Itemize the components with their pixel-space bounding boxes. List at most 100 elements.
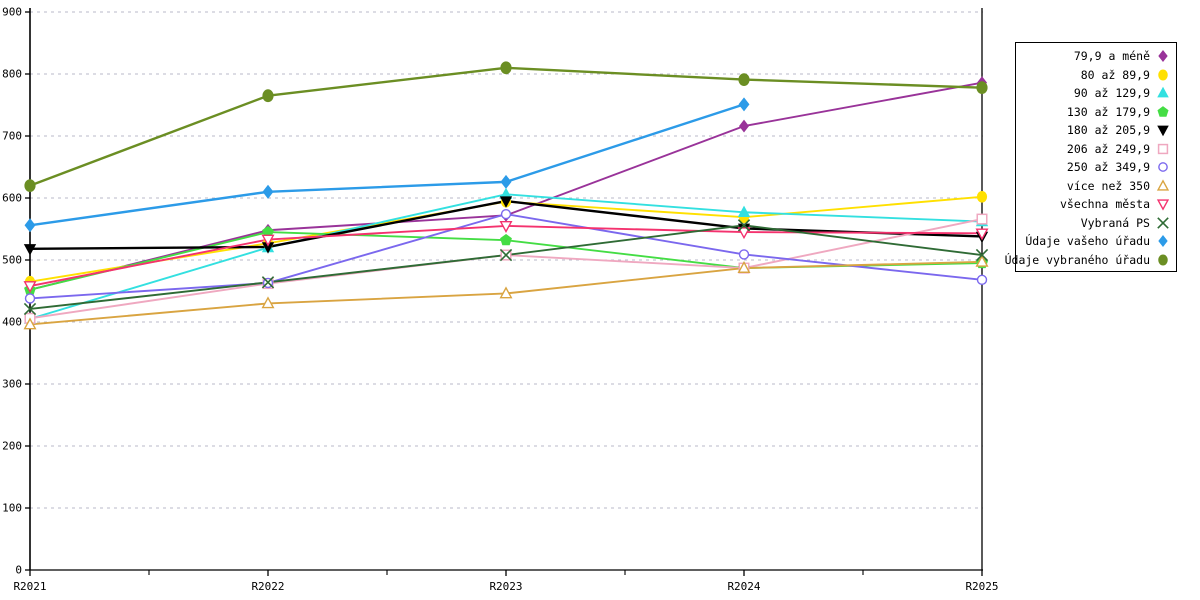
data-point-marker bbox=[1157, 143, 1169, 154]
series-6-point bbox=[738, 249, 750, 260]
series-2-point bbox=[737, 205, 751, 217]
legend-marker-triangle-up-icon bbox=[1156, 86, 1170, 100]
series-7-point bbox=[975, 254, 989, 267]
y-tick-label: 700 bbox=[2, 130, 22, 143]
legend-marker-triangle-open-icon bbox=[1156, 179, 1170, 193]
y-tick-label: 300 bbox=[2, 378, 22, 391]
legend-item-label: 80 až 89,9 bbox=[1080, 67, 1150, 82]
series-4-point bbox=[499, 196, 513, 208]
marker-x bbox=[975, 248, 989, 262]
series-6-point bbox=[24, 293, 36, 304]
series-1-point bbox=[976, 190, 988, 203]
legend-item-label: 180 až 205,9 bbox=[1066, 123, 1150, 137]
legend-item-0[interactable]: 79,9 a méně bbox=[1016, 47, 1176, 66]
data-point-marker bbox=[1157, 216, 1169, 229]
legend-item-label: 130 až 179,9 bbox=[1066, 104, 1150, 119]
x-tick-label: R2022 bbox=[251, 580, 284, 593]
series-6-point bbox=[976, 274, 988, 286]
y-tick-label: 200 bbox=[2, 440, 22, 453]
legend-item-7[interactable]: více než 350 bbox=[1016, 177, 1176, 196]
marker-x bbox=[261, 276, 275, 289]
legend-marker-triangle-down-icon bbox=[1156, 123, 1170, 137]
data-point-marker bbox=[1157, 125, 1169, 137]
series-9-point bbox=[737, 219, 751, 232]
series-9-point bbox=[261, 276, 275, 289]
series-7-point bbox=[23, 317, 37, 330]
y-tick-label: 800 bbox=[2, 68, 22, 81]
legend-item-2[interactable]: 90 až 129,9 bbox=[1016, 84, 1176, 103]
x-axis-ticks: R2021 R2022 R2023 R2024 R2025 bbox=[13, 570, 999, 593]
data-point-marker bbox=[1156, 179, 1170, 191]
series-8-point bbox=[975, 228, 989, 241]
legend-item-label: Údaje vybraného úřadu bbox=[1004, 252, 1150, 267]
series-5-point bbox=[976, 213, 988, 225]
y-tick-label: 400 bbox=[2, 316, 22, 329]
data-point-marker bbox=[1158, 69, 1168, 81]
series-4-point bbox=[23, 244, 37, 256]
series-9-point bbox=[975, 248, 989, 262]
legend-item-8[interactable]: všechna města bbox=[1016, 195, 1176, 214]
legend-item-10[interactable]: Údaje vašeho úřadu bbox=[1016, 232, 1176, 251]
series-11-point bbox=[976, 81, 988, 95]
legend-item-label: Vybraná PS bbox=[1080, 215, 1150, 230]
legend-item-6[interactable]: 250 až 349,9 bbox=[1016, 158, 1176, 177]
series-10-point bbox=[24, 218, 36, 233]
legend-marker-pentagon-icon bbox=[1156, 105, 1170, 119]
marker-x bbox=[1157, 216, 1169, 229]
series-markers bbox=[23, 61, 989, 330]
series-10-point bbox=[500, 174, 512, 189]
series-8-point bbox=[23, 281, 37, 294]
series-line-11 bbox=[28, 66, 984, 187]
series-11-point bbox=[500, 61, 512, 75]
y-tick-label: 0 bbox=[15, 564, 22, 577]
series-11-point bbox=[24, 179, 36, 192]
x-tick-label: R2024 bbox=[727, 580, 760, 593]
series-11-point bbox=[738, 73, 750, 86]
series-8-point bbox=[261, 234, 275, 247]
marker-x bbox=[737, 219, 751, 232]
chart-legend: 79,9 a méně 80 až 89,9 90 až 129,9 130 až 1… bbox=[1005, 42, 1177, 272]
legend-marker-square-open-icon bbox=[1156, 142, 1170, 156]
x-tick-label: R2021 bbox=[13, 580, 46, 593]
data-point-marker bbox=[1158, 50, 1168, 63]
legend-item-5[interactable]: 206 až 249,9 bbox=[1016, 140, 1176, 159]
data-point-marker bbox=[1157, 87, 1169, 98]
data-point-marker bbox=[1158, 254, 1168, 266]
series-9-point bbox=[499, 248, 513, 262]
series-10-point bbox=[738, 97, 750, 112]
legend-item-label: všechna města bbox=[1059, 197, 1150, 211]
legend-item-11[interactable]: Údaje vybraného úřadu bbox=[1005, 251, 1176, 270]
series-7-point bbox=[737, 260, 751, 273]
legend-item-9[interactable]: Vybraná PS bbox=[1016, 214, 1176, 233]
legend-item-4[interactable]: 180 až 205,9 bbox=[1016, 121, 1176, 140]
legend-item-3[interactable]: 130 až 179,9 bbox=[1016, 103, 1176, 122]
legend-marker-cross-x-icon bbox=[1156, 216, 1170, 230]
series-8-point bbox=[499, 220, 513, 233]
y-tick-label: 900 bbox=[2, 6, 22, 19]
y-tick-label: 500 bbox=[2, 254, 22, 267]
legend-item-label: více než 350 bbox=[1066, 178, 1150, 193]
series-6-point bbox=[500, 208, 512, 220]
x-tick-label: R2025 bbox=[965, 580, 998, 593]
legend-item-label: 79,9 a méně bbox=[1073, 49, 1150, 63]
series-8-point bbox=[737, 227, 751, 240]
legend-item-label: Údaje vašeho úřadu bbox=[1025, 234, 1150, 248]
series-7-point bbox=[261, 296, 275, 309]
data-point-marker bbox=[1158, 235, 1168, 248]
marker-x bbox=[23, 302, 37, 316]
data-point-marker bbox=[1157, 105, 1169, 117]
legend-marker-circle-icon bbox=[1156, 68, 1170, 82]
legend-marker-diamond-icon bbox=[1156, 234, 1170, 248]
series-3-point bbox=[500, 233, 512, 246]
series-7-point bbox=[499, 286, 513, 299]
series-10-point bbox=[262, 184, 274, 199]
x-tick-label: R2023 bbox=[489, 580, 522, 593]
legend-item-label: 250 až 349,9 bbox=[1066, 160, 1150, 174]
y-tick-label: 600 bbox=[2, 192, 22, 205]
legend-marker-circle-icon bbox=[1156, 253, 1170, 267]
legend-marker-diamond-icon bbox=[1156, 49, 1170, 63]
legend-item-1[interactable]: 80 až 89,9 bbox=[1016, 66, 1176, 85]
data-point-marker bbox=[1156, 199, 1170, 211]
